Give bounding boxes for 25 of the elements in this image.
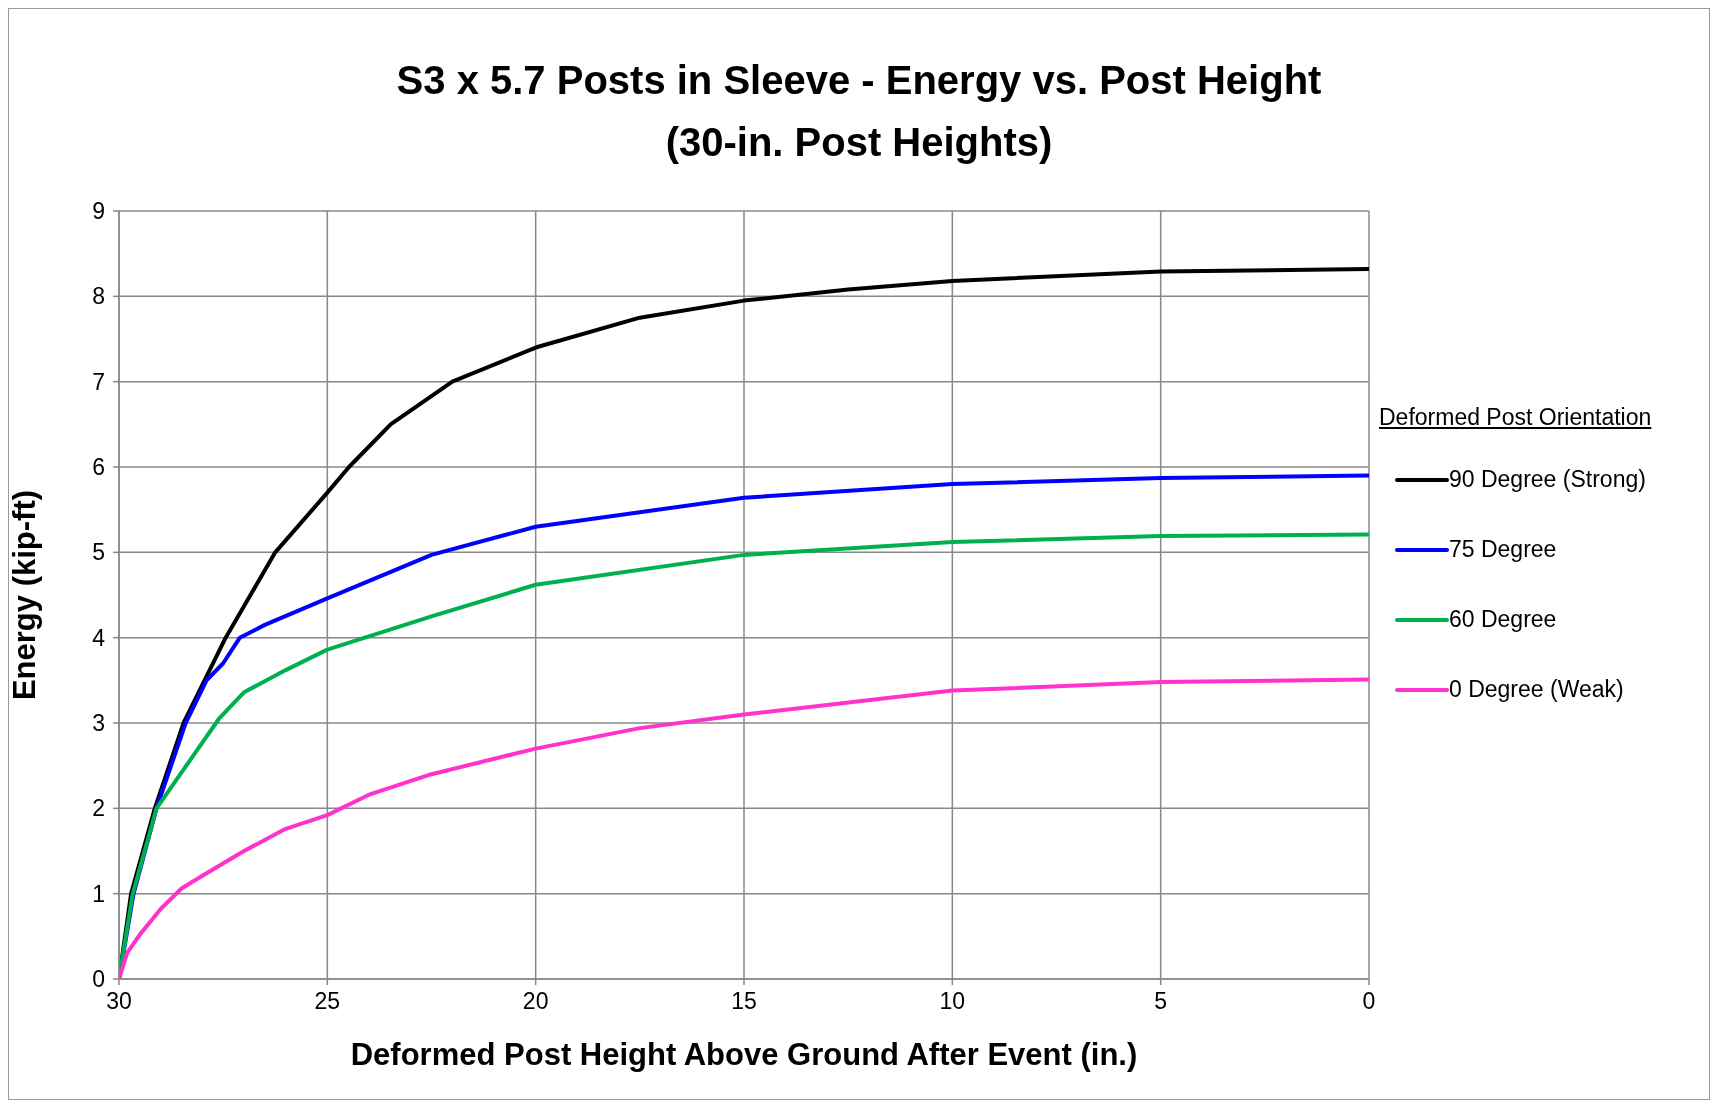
x-axis-title: Deformed Post Height Above Ground After Event (in.) bbox=[350, 1037, 1138, 1072]
legend-label: 0 Degree (Weak) bbox=[1449, 676, 1624, 703]
y-tick-label: 6 bbox=[92, 454, 105, 481]
x-tick-label: 10 bbox=[939, 988, 966, 1015]
y-tick-label: 4 bbox=[92, 624, 106, 651]
chart-title: S3 x 5.7 Posts in Sleeve - Energy vs. Post Height (30-in. Post Heights) bbox=[396, 58, 1322, 164]
y-tick-label: 2 bbox=[92, 795, 105, 822]
legend-label: 60 Degree bbox=[1449, 606, 1557, 633]
y-tick-label: 1 bbox=[92, 880, 105, 907]
y-tick-label: 0 bbox=[92, 966, 105, 993]
legend-label: 90 Degree (Strong) bbox=[1449, 466, 1646, 493]
x-tick-label: 20 bbox=[522, 988, 549, 1015]
legend-title: Deformed Post Orientation bbox=[1379, 403, 1653, 431]
y-tick-label: 3 bbox=[92, 710, 105, 737]
x-tick-label: 15 bbox=[731, 988, 757, 1015]
y-tick-label: 7 bbox=[92, 368, 105, 395]
x-tick-label: 30 bbox=[106, 988, 132, 1015]
x-tick-label: 25 bbox=[314, 988, 341, 1015]
legend-label: 75 Degree bbox=[1449, 536, 1557, 563]
x-tick-label: 0 bbox=[1362, 988, 1376, 1015]
y-tick-label: 8 bbox=[92, 283, 105, 310]
x-tick-label: 5 bbox=[1154, 988, 1168, 1015]
y-tick-label: 5 bbox=[92, 539, 105, 566]
y-tick-label: 9 bbox=[92, 198, 105, 225]
y-axis-title: Energy (kip-ft) bbox=[7, 489, 43, 701]
